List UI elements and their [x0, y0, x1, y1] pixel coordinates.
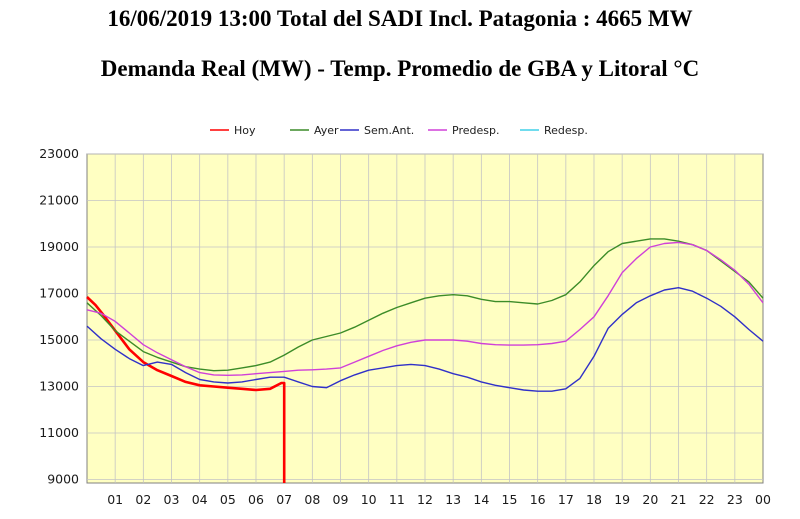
x-tick-label: 08 — [304, 492, 320, 507]
series-line-predesp — [86, 241, 764, 376]
y-tick-label: 13000 — [39, 379, 79, 394]
x-tick-label: 07 — [276, 492, 292, 507]
x-tick-label: 16 — [530, 492, 546, 507]
legend-label: Redesp. — [544, 124, 588, 137]
grid-lines — [87, 153, 763, 483]
x-tick-label: 15 — [502, 492, 518, 507]
y-axis: 23000 21000 19000 17000 15000 13000 11000 9000 — [39, 146, 79, 487]
x-tick-label: 06 — [248, 492, 264, 507]
series-line-ayer — [86, 238, 764, 372]
y-tick-label: 9000 — [47, 472, 79, 487]
y-tick-label: 23000 — [39, 146, 79, 161]
x-tick-label: 02 — [135, 492, 151, 507]
y-tick-label: 17000 — [39, 286, 79, 301]
chart-title-line1: 16/06/2019 13:00 Total del SADI Incl. Pa… — [107, 6, 693, 31]
x-tick-label: 21 — [671, 492, 687, 507]
x-tick-label: 23 — [727, 492, 743, 507]
x-tick-label: 00 — [755, 492, 771, 507]
legend-label: Sem.Ant. — [364, 124, 414, 137]
x-tick-label: 13 — [445, 492, 461, 507]
legend-label: Hoy — [234, 124, 256, 137]
x-tick-label: 11 — [389, 492, 405, 507]
y-tick-label: 19000 — [39, 239, 79, 254]
x-tick-label: 09 — [333, 492, 349, 507]
y-tick-label: 15000 — [39, 332, 79, 347]
series-lines — [86, 238, 764, 483]
x-tick-label: 01 — [107, 492, 123, 507]
x-tick-label: 19 — [614, 492, 630, 507]
x-tick-label: 12 — [417, 492, 433, 507]
x-tick-label: 05 — [220, 492, 236, 507]
x-tick-label: 18 — [586, 492, 602, 507]
demand-chart: Hoy Ayer Sem.Ant. Predesp. Redesp. 230002100… — [39, 124, 771, 507]
x-axis: 01 02 03 04 05 06 07 08 09 10 11 12 13 14 15 16 17 18 19 20… — [107, 492, 771, 507]
chart-legend: Hoy Ayer Sem.Ant. Predesp. Redesp. — [210, 124, 588, 137]
legend-label: Predesp. — [452, 124, 499, 137]
x-tick-label: 20 — [642, 492, 658, 507]
x-tick-label: 03 — [164, 492, 180, 507]
chart-title-line2: Demanda Real (MW) - Temp. Promedio de GB… — [100, 56, 700, 81]
y-tick-label: 11000 — [39, 425, 79, 440]
y-tick-label: 21000 — [39, 193, 79, 208]
legend-label: Ayer — [314, 124, 339, 137]
series-line-sem-ant — [86, 287, 764, 392]
x-tick-label: 10 — [361, 492, 377, 507]
x-tick-label: 22 — [699, 492, 715, 507]
x-tick-label: 14 — [473, 492, 489, 507]
x-tick-label: 04 — [192, 492, 208, 507]
x-tick-label: 17 — [558, 492, 574, 507]
